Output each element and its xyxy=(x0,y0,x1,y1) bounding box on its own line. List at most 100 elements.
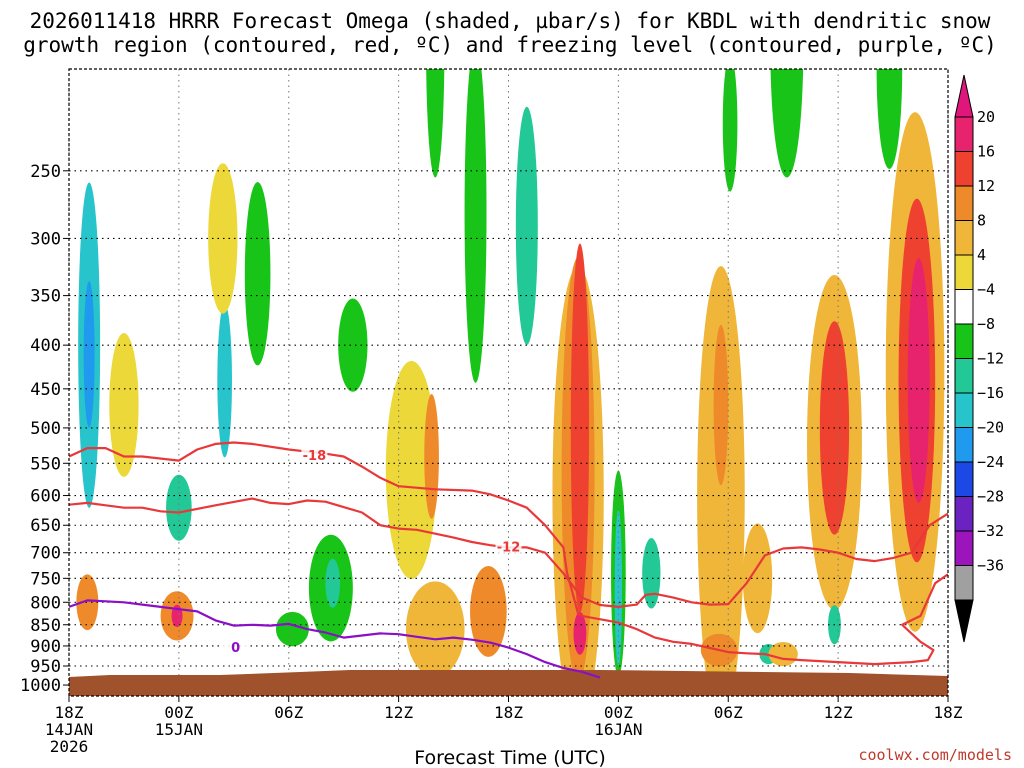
omega-cell-17 xyxy=(464,69,487,383)
y-tick-label-800: 800 xyxy=(30,593,61,613)
omega-cell-23 xyxy=(570,243,590,613)
omega-cell-11 xyxy=(325,558,341,608)
omega-cell-13 xyxy=(338,298,368,392)
contour-label-bg-dendritic-top-minus18 xyxy=(301,447,328,463)
colorbar-label-6: −8 xyxy=(977,315,995,333)
grid-lines xyxy=(68,69,949,696)
omega-cell-40 xyxy=(722,69,738,192)
colorbar-label-10: −24 xyxy=(977,453,1004,471)
colorbar-bin-4 xyxy=(954,254,974,290)
omega-cell-19 xyxy=(405,581,465,677)
surface-terrain xyxy=(69,670,948,696)
y-tick-label-500: 500 xyxy=(30,419,61,439)
colorbar-label-11: −28 xyxy=(977,488,1004,506)
colorbar-bin-11 xyxy=(954,496,974,532)
contour-dendritic-top-minus18 xyxy=(69,441,948,666)
colorbar-bin-10 xyxy=(954,461,974,497)
colorbar-label-0: 20 xyxy=(977,108,995,126)
colorbar-top-arrow xyxy=(954,74,974,118)
omega-cell-18 xyxy=(515,106,538,345)
x-axis-title: Forecast Time (UTC) xyxy=(414,747,605,768)
x-tick-label-1-2: 15JAN xyxy=(155,720,203,739)
contour-dendritic-bottom-minus12 xyxy=(69,497,948,608)
omega-cell-6 xyxy=(76,574,99,631)
y-tick-label-550: 550 xyxy=(30,454,61,474)
x-tick-label-7-1: 12Z xyxy=(824,703,853,722)
omega-cell-14 xyxy=(385,360,438,579)
x-tick-label-3-1: 12Z xyxy=(384,703,413,722)
omega-cell-9 xyxy=(244,182,271,366)
y-tick-label-650: 650 xyxy=(30,516,61,536)
colorbar-label-12: −32 xyxy=(977,522,1004,540)
y-tick-label-300: 300 xyxy=(30,229,61,249)
contour-label-dendritic-bottom-minus12: -12 xyxy=(497,540,521,555)
colorbar-label-1: 16 xyxy=(977,143,995,161)
contour-label-bg-freezing-level xyxy=(222,638,249,654)
x-tick-label-4-1: 18Z xyxy=(494,703,523,722)
colorbar-bin-3 xyxy=(954,220,974,256)
colorbar-bin-5 xyxy=(954,289,974,325)
omega-cell-1 xyxy=(83,280,95,428)
x-tick-label-5-1: 00Z xyxy=(604,703,633,722)
colorbar-bin-2 xyxy=(954,185,974,221)
y-tick-label-950: 950 xyxy=(30,657,61,677)
omega-cell-16 xyxy=(426,69,445,178)
omega-cell-8 xyxy=(208,163,238,314)
omega-cell-3 xyxy=(166,474,192,541)
x-tick-label-5-2: 16JAN xyxy=(594,720,642,739)
chart-title-line-2: growth region (contoured, red, ºC) and f… xyxy=(23,33,997,57)
omega-cell-29 xyxy=(713,324,729,486)
colorbar-label-5: −4 xyxy=(977,281,995,299)
omega-cell-20 xyxy=(470,565,507,657)
omega-shading-layer xyxy=(76,69,945,696)
contour-label-freezing-level: 0 xyxy=(231,641,240,656)
colorbar-bin-6 xyxy=(954,323,974,359)
colorbar-label-2: 12 xyxy=(977,177,995,195)
omega-cell-27 xyxy=(642,538,661,609)
y-tick-label-350: 350 xyxy=(30,287,61,307)
x-tick-label-1-1: 00Z xyxy=(164,703,193,722)
colorbar-bin-0 xyxy=(954,116,974,152)
site-credit: coolwx.com/models xyxy=(858,746,1012,764)
pressure-axis: 2503003504004505005506006507007508008509… xyxy=(20,162,69,696)
y-tick-label-450: 450 xyxy=(30,380,61,400)
colorbar-label-4: 4 xyxy=(977,246,986,264)
omega-colorbar: 20 16 12 8 4 −4 −8 −12 −16 −20 −24 −28 −32 −36 xyxy=(954,74,1004,643)
colorbar-label-9: −20 xyxy=(977,419,1004,437)
omega-cell-12 xyxy=(275,611,309,647)
colorbar-label-7: −12 xyxy=(977,350,1004,368)
x-tick-label-2-1: 06Z xyxy=(274,703,303,722)
colorbar-bottom-arrow xyxy=(954,599,974,643)
omega-cell-2 xyxy=(109,333,139,477)
y-tick-label-700: 700 xyxy=(30,544,61,564)
y-tick-label-400: 400 xyxy=(30,336,61,356)
colorbar-label-13: −36 xyxy=(977,557,1004,575)
omega-cell-26 xyxy=(614,509,623,667)
colorbar-bin-9 xyxy=(954,427,974,463)
colorbar-bin-1 xyxy=(954,151,974,187)
colorbar-bin-13 xyxy=(954,565,974,601)
y-tick-label-250: 250 xyxy=(30,162,61,182)
y-tick-label-750: 750 xyxy=(30,569,61,589)
contour-label-dendritic-top-minus18: -18 xyxy=(303,449,327,464)
x-tick-label-6-1: 06Z xyxy=(714,703,743,722)
omega-cell-33 xyxy=(768,642,798,667)
colorbar-bin-7 xyxy=(954,358,974,394)
x-tick-label-0-2: 14JAN xyxy=(45,720,93,739)
chart-title-line-1: 2026011418 HRRR Forecast Omega (shaded, … xyxy=(30,9,991,33)
x-tick-label-0-3: 2026 xyxy=(50,737,89,756)
omega-cell-24 xyxy=(573,612,587,655)
y-tick-label-900: 900 xyxy=(30,637,61,657)
omega-cell-15 xyxy=(424,394,439,519)
omega-cell-41 xyxy=(770,69,804,178)
omega-cell-39 xyxy=(907,258,930,503)
colorbar-bin-8 xyxy=(954,392,974,428)
omega-cell-7 xyxy=(217,303,232,458)
contour-freezing-level xyxy=(69,599,601,679)
x-tick-label-0-1: 18Z xyxy=(55,703,84,722)
colorbar-label-3: 8 xyxy=(977,212,986,230)
y-tick-label-1000: 1000 xyxy=(20,676,61,696)
contour-label-bg-dendritic-bottom-minus12 xyxy=(495,538,522,554)
